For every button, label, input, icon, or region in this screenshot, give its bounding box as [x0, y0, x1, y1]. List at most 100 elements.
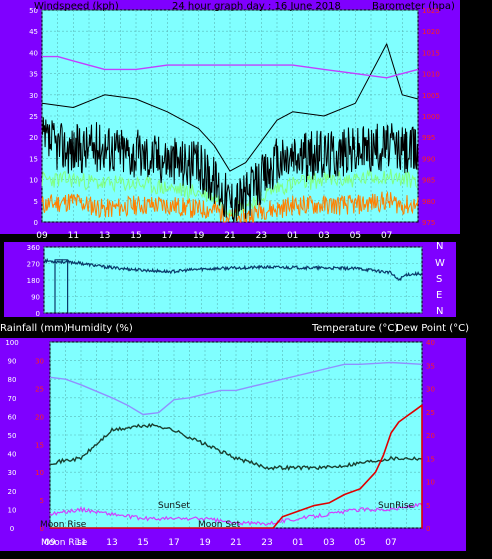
- climate-hour-label-07: 07: [385, 538, 396, 548]
- event-moon-rise-bottom: Moon Rise: [41, 538, 88, 548]
- windspeed-tick-40: 40: [29, 49, 38, 57]
- barometer-tick-1005: 1005: [422, 92, 440, 100]
- climate-hour-label-21: 21: [230, 538, 241, 548]
- direction-tick-360: 360: [27, 244, 40, 252]
- wind-hour-label-19: 19: [193, 231, 205, 241]
- climate-hour-label-11: 11: [75, 538, 86, 548]
- humidity-tick-60: 60: [8, 413, 17, 421]
- dew-point-axis-title: Dew Point (°C): [396, 323, 469, 334]
- humidity-tick-40: 40: [8, 451, 17, 459]
- dew-point-series: [49, 502, 423, 527]
- barometer-tick-1000: 1000: [422, 113, 440, 121]
- climate-hour-label-17: 17: [168, 538, 179, 548]
- direction-tick-180: 180: [27, 277, 40, 285]
- compass-w: W: [435, 258, 445, 269]
- temperature-tick-0: 0: [426, 525, 430, 533]
- windspeed-tick-5: 5: [34, 198, 38, 206]
- temperature-tick-10: 10: [426, 479, 435, 487]
- rainfall-tick-10: 10: [35, 469, 44, 477]
- event-moon-rise: Moon Rise: [40, 520, 87, 530]
- wind-hour-label-07: 07: [381, 231, 392, 241]
- temperature-tick-25: 25: [426, 409, 435, 417]
- chart-title: 24 hour graph day : 16 June 2018: [172, 1, 341, 12]
- wind-hour-label-15: 15: [130, 231, 141, 241]
- barometer-tick-975: 975: [422, 219, 435, 227]
- humidity-tick-30: 30: [8, 469, 17, 477]
- wind-average-series: [41, 168, 418, 218]
- compass-s: S: [436, 274, 442, 285]
- windspeed-tick-25: 25: [29, 113, 38, 121]
- windspeed-tick-45: 45: [29, 28, 38, 36]
- climate-hour-label-13: 13: [106, 538, 117, 548]
- wind-hour-label-09: 09: [36, 231, 48, 241]
- humidity-tick-0: 0: [10, 525, 14, 533]
- windspeed-tick-10: 10: [29, 177, 38, 185]
- windspeed-tick-35: 35: [29, 71, 38, 79]
- wind-gust-envelope-series: [41, 43, 419, 172]
- wind-hour-label-13: 13: [99, 231, 110, 241]
- wind-hour-label-03: 03: [318, 231, 329, 241]
- windspeed-axis-title: Windspeed (kph): [34, 1, 119, 12]
- climate-hour-label-19: 19: [199, 538, 211, 548]
- barometer-tick-980: 980: [422, 198, 435, 206]
- barometer-tick-1015: 1015: [422, 49, 440, 57]
- rainfall-tick-25: 25: [35, 385, 44, 393]
- grid-layer: [41, 9, 423, 529]
- barometer-tick-995: 995: [422, 134, 435, 142]
- compass-e: E: [436, 290, 442, 301]
- humidity-tick-20: 20: [8, 488, 17, 496]
- windspeed-tick-20: 20: [29, 134, 38, 142]
- humidity-axis-title: Humidity (%): [67, 323, 133, 334]
- barometer-series: [42, 55, 419, 79]
- wind-direction-drop-series: [54, 259, 69, 313]
- rainfall-tick-20: 20: [35, 413, 44, 421]
- climate-hour-label-03: 03: [323, 538, 334, 548]
- barometer-axis-title: Barometer (hpa): [372, 1, 455, 12]
- barometer-tick-1010: 1010: [422, 71, 440, 79]
- rainfall-tick-0: 0: [40, 525, 44, 533]
- rainfall-tick-15: 15: [35, 441, 44, 449]
- rainfall-tick-5: 5: [40, 497, 44, 505]
- climate-hour-label-15: 15: [137, 538, 148, 548]
- humidity-tick-50: 50: [8, 432, 17, 440]
- event-sunset: SunSet: [158, 501, 190, 511]
- compass-n-top: N: [436, 241, 443, 252]
- event-sunrise: SunRise: [378, 501, 415, 511]
- humidity-tick-10: 10: [8, 506, 17, 514]
- direction-tick-0: 0: [36, 310, 40, 318]
- climate-hour-label-09: 09: [44, 538, 56, 548]
- wind-hour-label-11: 11: [68, 231, 79, 241]
- series-layer: [41, 43, 423, 529]
- barometer-tick-985: 985: [422, 177, 435, 185]
- barometer-tick-990: 990: [422, 155, 435, 163]
- direction-tick-90: 90: [31, 294, 40, 302]
- wind-hour-label-23: 23: [256, 231, 267, 241]
- climate-hour-label-05: 05: [354, 538, 365, 548]
- wind-hour-label-17: 17: [162, 231, 173, 241]
- windspeed-tick-0: 0: [34, 219, 38, 227]
- wind-hour-label-05: 05: [350, 231, 361, 241]
- windspeed-tick-30: 30: [29, 92, 38, 100]
- wind-hour-label-01: 01: [287, 231, 298, 241]
- windspeed-tick-50: 50: [29, 7, 38, 15]
- temperature-series: [49, 422, 422, 471]
- ticks-layer: 0510152025303540455097598098599099510001…: [5, 7, 440, 548]
- event-moon-set: Moon Set: [198, 520, 241, 530]
- barometer-tick-1025: 1025: [422, 7, 440, 15]
- direction-tick-270: 270: [27, 261, 40, 269]
- temperature-tick-15: 15: [426, 455, 435, 463]
- temperature-tick-5: 5: [426, 502, 430, 510]
- temperature-tick-30: 30: [426, 386, 435, 394]
- temperature-axis-title: Temperature (°C): [311, 323, 398, 334]
- temperature-tick-40: 40: [426, 339, 435, 347]
- temperature-tick-35: 35: [426, 362, 435, 370]
- rainfall-axis-title: Rainfall (mm): [0, 323, 68, 334]
- temperature-tick-20: 20: [426, 432, 435, 440]
- wind-hour-label-21: 21: [224, 231, 235, 241]
- rainfall-tick-30: 30: [35, 358, 44, 366]
- windspeed-series: [41, 117, 419, 223]
- humidity-series: [49, 361, 423, 416]
- climate-hour-label-23: 23: [261, 538, 272, 548]
